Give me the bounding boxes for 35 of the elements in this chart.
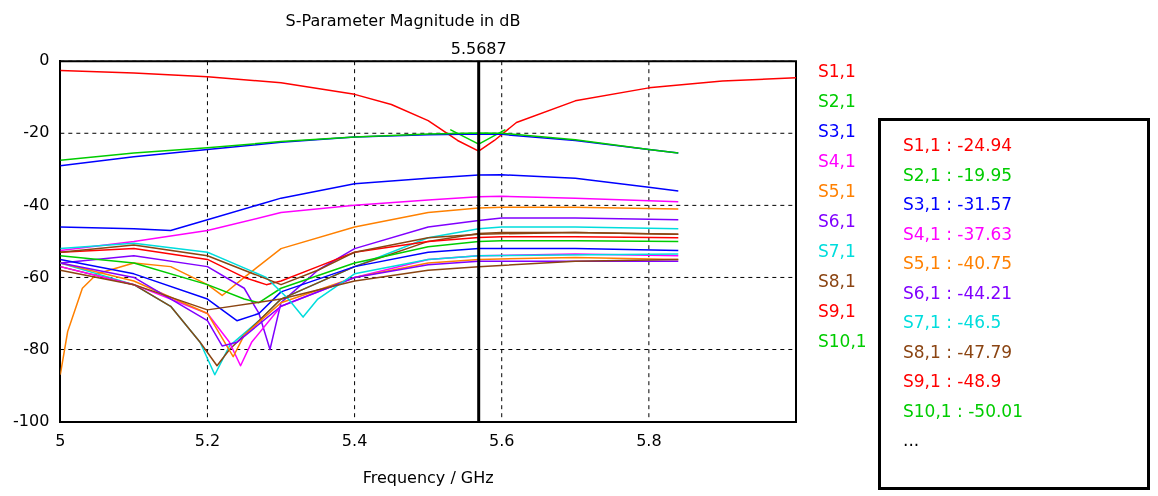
chart-title: S-Parameter Magnitude in dB: [285, 10, 521, 30]
text: S4,1: [818, 150, 857, 173]
text: S3,1: [818, 120, 857, 143]
x-tick-label: 5.8: [636, 431, 662, 451]
ref-line-label: 5.5687: [450, 39, 507, 59]
y-tick-label: -20: [23, 122, 50, 142]
y-tick-label: -40: [23, 194, 50, 214]
text: ...: [903, 429, 921, 452]
text: S10,1: [818, 330, 867, 353]
text: S2,1: [818, 90, 857, 113]
x-tick-label: 5.2: [194, 431, 221, 451]
text: S7,1: [818, 240, 857, 263]
text: S8,1: [818, 270, 857, 293]
text: S6,1 : -44.21: [903, 281, 1014, 305]
text: S1,1 : -24.94: [903, 134, 1014, 157]
text: S3,1 : -31.57: [903, 193, 1014, 216]
text: S10,1 : -50.01: [903, 399, 1024, 423]
text: S2,1 : -19.95: [903, 163, 1014, 187]
x-tick-label: 5.6: [489, 431, 515, 451]
x-axis-title: Frequency / GHz: [362, 467, 494, 487]
y-tick-label: -60: [23, 266, 50, 286]
y-tick-label: -80: [23, 338, 50, 358]
text: S5,1 : -40.75: [903, 252, 1014, 275]
text: S6,1: [818, 210, 857, 233]
series-label: S1,1: [818, 60, 857, 83]
text: S7,1 : -46.5: [903, 311, 1003, 334]
x-tick-label: 5.4: [341, 431, 368, 451]
y-tick-label: -100: [13, 410, 50, 430]
text: S9,1 : -48.9: [903, 370, 1003, 393]
text: S4,1 : -37.63: [903, 222, 1014, 246]
y-tick-label: 0: [39, 50, 50, 70]
text: S9,1: [818, 300, 857, 323]
text: S5,1: [818, 180, 857, 203]
text: S8,1 : -47.79: [903, 340, 1014, 364]
x-tick-label: 5: [55, 431, 66, 451]
